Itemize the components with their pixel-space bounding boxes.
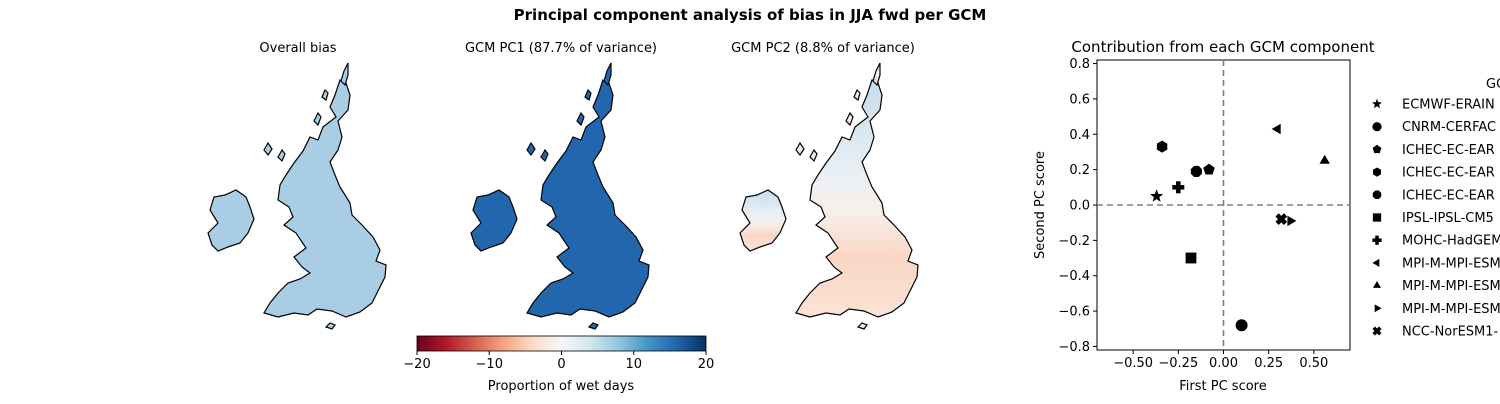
scatter-point-triangle-left — [1271, 123, 1281, 135]
legend-label: MPI-M-MPI-ESM — [1402, 302, 1500, 317]
x-tick-label: 0.00 — [1209, 356, 1238, 371]
legend-marker-plus — [1372, 235, 1382, 245]
y-tick-label: 0.8 — [1069, 57, 1090, 72]
colorbar-tick-label: −10 — [476, 357, 503, 372]
figure-title: Principal component analysis of bias in … — [514, 6, 987, 24]
map-title-overall-bias: Overall bias — [259, 41, 336, 56]
y-tick-label: 0.6 — [1069, 92, 1090, 107]
legend-marker-star — [1371, 98, 1383, 109]
scatter-point-triangle-right — [1287, 215, 1297, 227]
legend-label: IPSL-IPSL-CM5 — [1402, 211, 1494, 226]
legend-label: NCC-NorESM1- — [1402, 325, 1499, 340]
scatter-title: Contribution from each GCM component — [1071, 38, 1374, 56]
scatter-point-plus — [1172, 181, 1185, 194]
scatter-point-star — [1150, 189, 1164, 202]
x-tick-label: 0.50 — [1299, 356, 1328, 371]
y-tick-label: 0.4 — [1069, 128, 1090, 143]
legend-marker-octagon — [1372, 190, 1382, 200]
legend-marker-hexagon — [1373, 167, 1381, 177]
x-tick-label: −0.50 — [1113, 356, 1153, 371]
legend-title: GC — [1486, 77, 1500, 92]
legend: GC ECMWF-ERAIN CNRM-CERFAC ICHEC-EC-EAR ICH… — [1371, 77, 1500, 340]
y-axis-label: Second PC score — [1033, 151, 1048, 259]
y-tick-label: 0.0 — [1069, 199, 1090, 214]
uk-map-overall-bias — [207, 62, 387, 330]
legend-label: CNRM-CERFAC — [1402, 120, 1496, 135]
legend-marker-triangle-up — [1373, 281, 1381, 288]
legend-label: ICHEC-EC-EAR — [1402, 143, 1495, 158]
scatter-point-hexagon — [1156, 140, 1168, 153]
y-tick-label: −0.4 — [1058, 269, 1090, 284]
y-tick-label: −0.2 — [1058, 234, 1090, 249]
scatter-point-square — [1185, 252, 1197, 264]
map-panel-pc1: GCM PC1 (87.7% of variance) — [465, 41, 657, 330]
y-tick-label: −0.6 — [1058, 305, 1090, 320]
uk-map-pc2 — [739, 62, 919, 330]
colorbar-tick-label: 0 — [557, 357, 565, 372]
scatter-point-x — [1275, 213, 1288, 225]
legend-marker-triangle-right — [1374, 304, 1382, 313]
x-tick-label: 0.25 — [1254, 356, 1283, 371]
scatter-point-triangle-up — [1319, 154, 1330, 164]
legend-marker-triangle-left — [1372, 258, 1380, 267]
y-tick-label: −0.8 — [1058, 340, 1090, 355]
legend-label: ICHEC-EC-EAR — [1402, 188, 1495, 203]
colorbar-tick-label: 10 — [625, 357, 642, 372]
legend-label: ICHEC-EC-EAR — [1402, 166, 1495, 181]
legend-marker-square — [1372, 213, 1382, 222]
y-tick-label: 0.2 — [1069, 163, 1090, 178]
legend-marker-circle — [1372, 122, 1382, 132]
legend-label: ECMWF-ERAIN — [1402, 98, 1495, 113]
legend-label: MPI-M-MPI-ESM — [1402, 279, 1500, 294]
map-title-pc2: GCM PC2 (8.8% of variance) — [731, 41, 915, 56]
map-title-pc1: GCM PC1 (87.7% of variance) — [465, 41, 657, 56]
map-panel-pc2: GCM PC2 (8.8% of variance) — [731, 41, 919, 330]
map-panel-overall-bias: Overall bias — [207, 41, 387, 330]
colorbar: −20 −10 0 10 20 Proportion of wet days — [403, 335, 715, 394]
legend-label: MPI-M-MPI-ESM — [1402, 256, 1500, 271]
scatter-point-circle — [1235, 319, 1248, 332]
legend-marker-x — [1372, 326, 1382, 336]
colorbar-tick-label: 20 — [698, 357, 715, 372]
legend-label: MOHC-HadGEM — [1402, 234, 1500, 249]
scatter-point-octagon — [1190, 165, 1202, 177]
legend-marker-pentagon — [1372, 144, 1382, 154]
colorbar-tick-label: −20 — [403, 357, 430, 372]
colorbar-gradient — [416, 335, 707, 352]
scatter-point-pentagon — [1203, 163, 1215, 175]
x-tick-label: −0.25 — [1158, 356, 1198, 371]
scatter-panel: Contribution from each GCM component −0.… — [1033, 38, 1375, 394]
colorbar-label: Proportion of wet days — [488, 379, 635, 394]
x-axis-label: First PC score — [1179, 379, 1266, 394]
uk-map-pc1 — [470, 62, 650, 330]
